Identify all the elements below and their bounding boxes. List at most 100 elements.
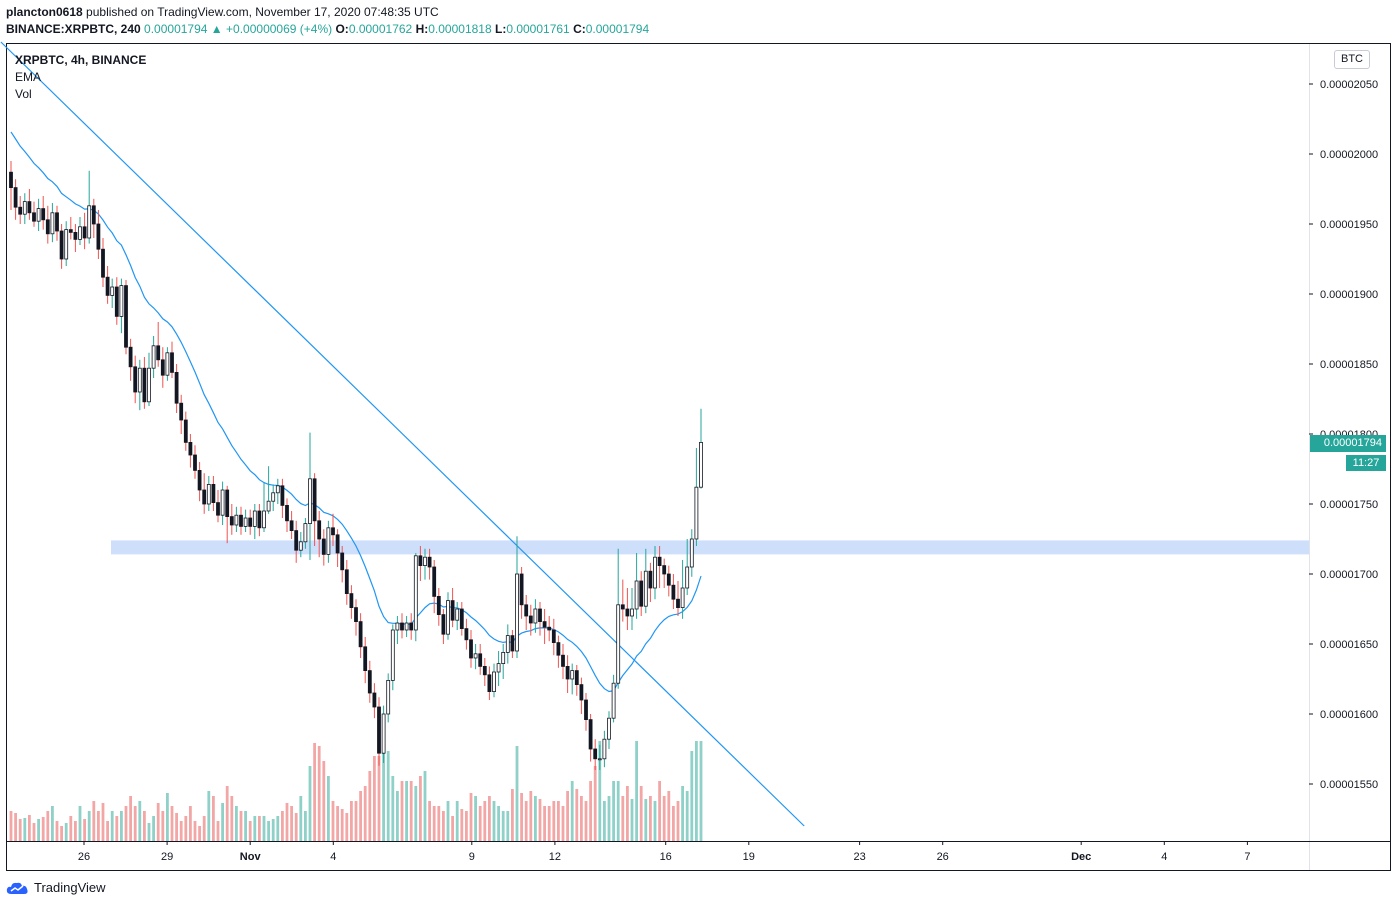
volume-bar — [520, 793, 523, 841]
volume-bar — [179, 821, 183, 841]
volume-bar — [626, 786, 629, 841]
volume-bar — [317, 746, 321, 841]
author-name[interactable]: plancton0618 — [6, 5, 83, 19]
candle-body — [55, 212, 59, 232]
volume-bar — [313, 743, 316, 841]
volume-bar — [225, 786, 229, 841]
volume-bar — [699, 741, 703, 841]
last-price: 0.00001794 — [144, 22, 208, 36]
low-label: L: — [494, 22, 507, 36]
time-tick-label: 9 — [469, 851, 475, 863]
candle-body — [556, 642, 561, 656]
currency-button[interactable]: BTC — [1334, 50, 1370, 69]
volume-bar — [584, 801, 588, 841]
volume-bar — [147, 823, 151, 841]
price-tick-label: 0.00001750 — [1320, 499, 1378, 511]
volume-bar — [41, 817, 45, 841]
volume-bar — [501, 811, 505, 841]
candle-body — [510, 635, 515, 652]
candle-body — [174, 371, 179, 404]
candle-body — [579, 684, 584, 701]
candle-body — [524, 604, 529, 617]
time-tick-label: 19 — [743, 851, 755, 863]
volume-bar — [423, 771, 427, 841]
volume-bar — [331, 801, 335, 841]
candle-body — [285, 504, 289, 522]
candle-body — [634, 580, 639, 610]
candle-body — [492, 671, 496, 693]
volume-bar — [396, 791, 399, 841]
volume-bar — [469, 793, 473, 841]
change-value: +0.00000069 (+4%) — [226, 22, 333, 36]
volume-bar — [202, 816, 206, 841]
volume-bar — [193, 821, 197, 841]
volume-bar — [345, 813, 349, 841]
candle-body — [459, 608, 464, 630]
trendline[interactable] — [0, 41, 805, 827]
candle-body — [41, 208, 46, 221]
legend-vol[interactable]: Vol — [15, 87, 32, 101]
candle-body — [193, 454, 197, 471]
price-tick-label: 0.00002050 — [1320, 79, 1378, 91]
time-tick-label: 16 — [660, 851, 672, 863]
volume-bar — [432, 806, 436, 841]
volume-bar — [46, 811, 50, 841]
candle-body — [418, 555, 423, 566]
candle-body — [478, 653, 483, 667]
volume-bar — [221, 803, 224, 841]
candle-body — [27, 201, 32, 214]
candle-body — [266, 500, 271, 512]
candle-body — [354, 607, 358, 622]
candle-body — [533, 608, 538, 624]
volume-bar — [511, 789, 514, 841]
volume-bar — [359, 791, 362, 841]
volume-bar — [570, 781, 574, 841]
volume-bar — [189, 806, 192, 841]
candle-body — [588, 719, 593, 750]
legend-ema[interactable]: EMA — [15, 70, 42, 84]
volume-bar — [442, 811, 445, 841]
volume-bar — [133, 806, 137, 841]
candle-body — [59, 230, 64, 260]
candle-body — [216, 502, 220, 516]
volume-bar — [497, 806, 500, 841]
volume-bar — [672, 806, 675, 841]
volume-bar — [616, 781, 620, 841]
volume-bar — [639, 786, 643, 841]
time-tick-label: 7 — [1244, 851, 1250, 863]
candle-body — [643, 570, 648, 607]
volume-bar — [115, 816, 119, 841]
volume-bar — [478, 806, 482, 841]
candle-body — [570, 670, 575, 680]
volume-bar — [488, 796, 491, 841]
candle-body — [165, 352, 170, 376]
price-axis-separator — [1309, 44, 1310, 870]
volume-bar — [106, 821, 109, 841]
candle-body — [602, 738, 607, 760]
candle-body — [68, 229, 73, 233]
volume-bar — [87, 811, 91, 841]
candle-body — [197, 469, 202, 491]
candle-body — [252, 510, 257, 527]
high-label: H: — [415, 22, 429, 36]
volume-bar — [216, 821, 220, 841]
candle-body — [308, 478, 312, 524]
legend-title: XRPBTC, 4h, BINANCE — [15, 53, 147, 67]
publish-info: plancton0618 published on TradingView.co… — [6, 5, 439, 19]
volume-bar — [483, 801, 487, 841]
volume-bar — [350, 801, 353, 841]
candle-body — [225, 489, 230, 518]
close-value: 0.00001794 — [585, 22, 650, 36]
candle-body — [574, 670, 579, 685]
volume-bar — [161, 811, 165, 841]
candle-body — [528, 615, 533, 624]
candle-body — [262, 510, 266, 529]
candle-body — [680, 587, 685, 609]
tradingview-logo[interactable]: TradingView — [6, 880, 106, 895]
last-price-tag: 0.00001794 — [1310, 435, 1386, 452]
candle-body — [257, 510, 262, 529]
candle-body — [9, 171, 13, 188]
volume-bar — [455, 801, 459, 841]
volume-bar — [529, 791, 533, 841]
